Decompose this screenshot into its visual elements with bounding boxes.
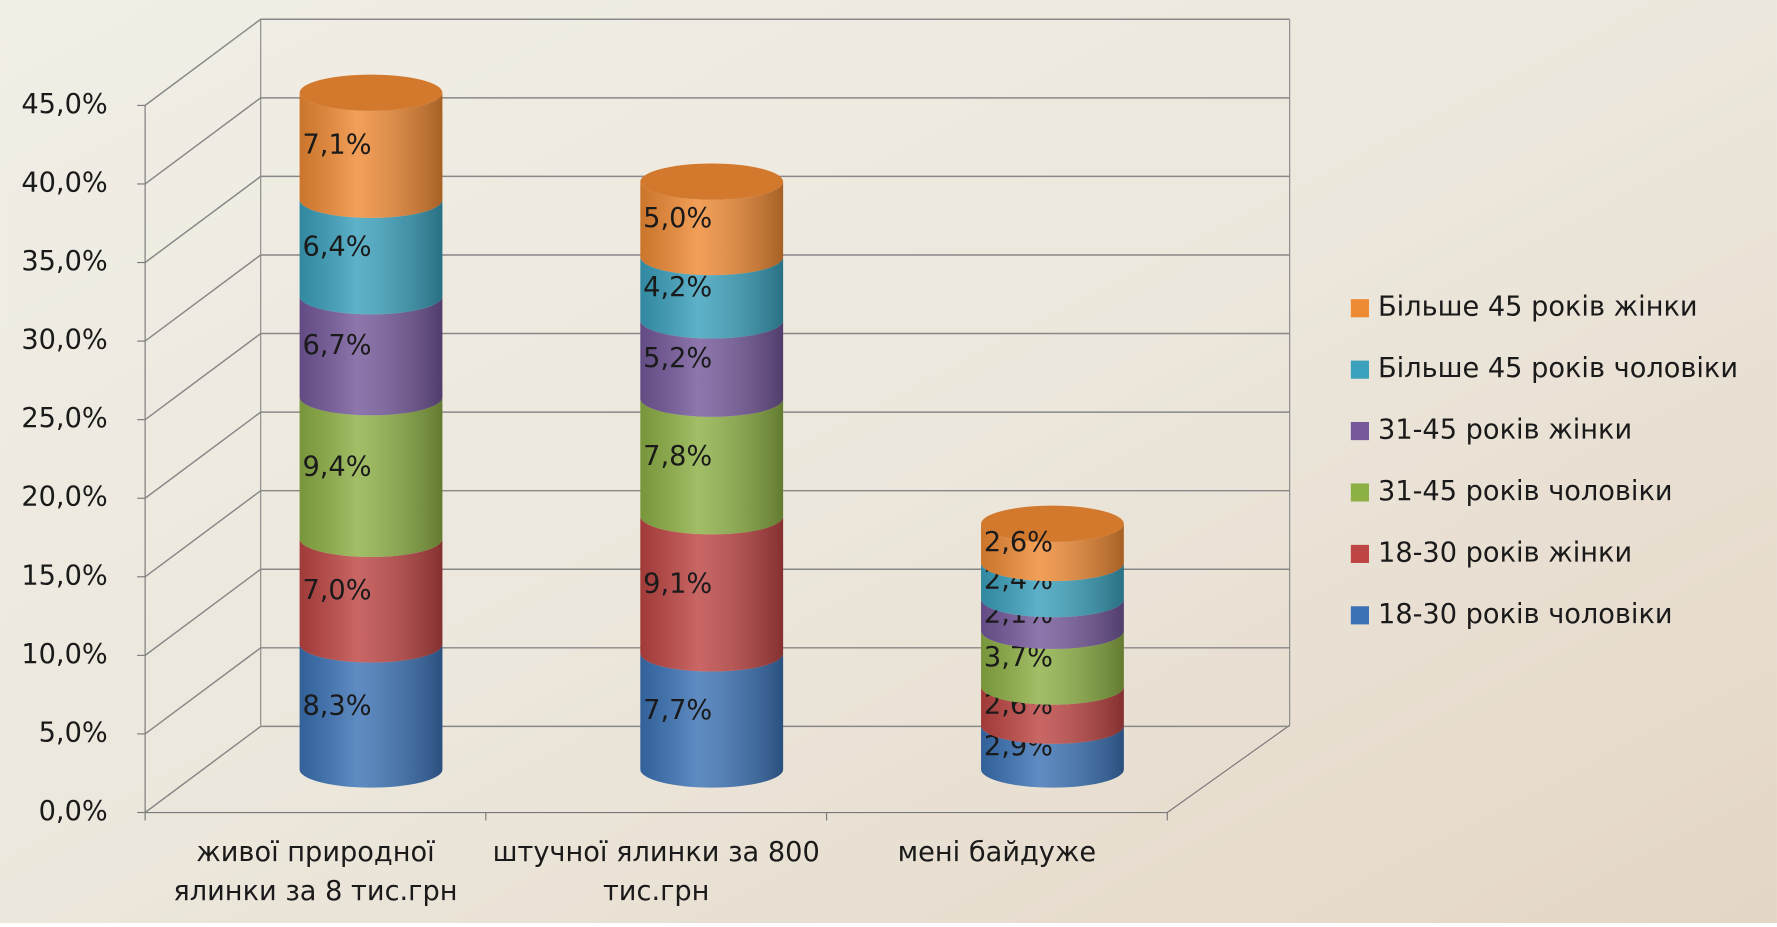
cylinder-top-shade (300, 75, 443, 111)
legend-label: 31-45 років чоловіки (1378, 476, 1673, 507)
x-label-box: штучної ялинки за 800 тис.грн (486, 833, 826, 923)
legend-swatch (1351, 361, 1369, 379)
y-tick-label: 10,0% (21, 639, 107, 670)
data-label: 7,1% (302, 130, 371, 161)
data-label: 7,8% (643, 441, 712, 472)
cylinder-top-shade (640, 164, 783, 200)
x-tick-label: мені байдуже (827, 833, 1167, 872)
legend-swatch (1351, 606, 1369, 624)
background (0, 0, 1777, 923)
y-tick-label: 0,0% (39, 796, 108, 827)
x-label-box: живої природної ялинки за 8 тис.грн (145, 833, 485, 923)
data-label: 6,4% (302, 231, 371, 262)
data-label: 6,7% (302, 330, 371, 361)
data-label: 5,0% (643, 203, 712, 234)
legend-swatch (1351, 299, 1369, 317)
legend-label: 18-30 років жінки (1378, 537, 1632, 568)
legend-swatch (1351, 483, 1369, 501)
y-tick-label: 15,0% (21, 560, 107, 591)
data-label: 4,2% (643, 272, 712, 303)
x-tick-label: живої природної ялинки за 8 тис.грн (145, 833, 485, 910)
data-label: 7,0% (302, 575, 371, 606)
y-tick-label: 35,0% (21, 246, 107, 277)
legend-label: Більше 45 років чоловіки (1378, 353, 1738, 384)
data-label: 7,7% (643, 695, 712, 726)
y-tick-label: 20,0% (21, 482, 107, 513)
data-label: 8,3% (302, 690, 371, 721)
data-label: 2,6% (984, 527, 1053, 558)
legend-swatch (1351, 422, 1369, 440)
legend-label: Більше 45 років жінки (1378, 292, 1698, 323)
chart: 0,0% 5,0% 10,0% 15,0% 20,0% 25,0% 30,0% 35,0% 40… (0, 0, 1777, 923)
x-label-box: мені байдуже (827, 833, 1167, 923)
data-label: 9,4% (302, 452, 371, 483)
data-label: 9,1% (643, 568, 712, 599)
y-tick-label: 5,0% (39, 717, 108, 748)
y-tick-label: 30,0% (21, 325, 107, 356)
legend-swatch (1351, 545, 1369, 563)
page: {"chart_data": {"type": "cylinder-stacke… (0, 0, 1777, 923)
legend-label: 31-45 років жінки (1378, 415, 1632, 446)
y-tick-label: 45,0% (21, 89, 107, 120)
data-label: 5,2% (643, 343, 712, 374)
y-tick-label: 40,0% (21, 167, 107, 198)
legend-label: 18-30 років чоловіки (1378, 599, 1673, 630)
y-tick-label: 25,0% (21, 403, 107, 434)
x-tick-label: штучної ялинки за 800 тис.грн (486, 833, 826, 910)
